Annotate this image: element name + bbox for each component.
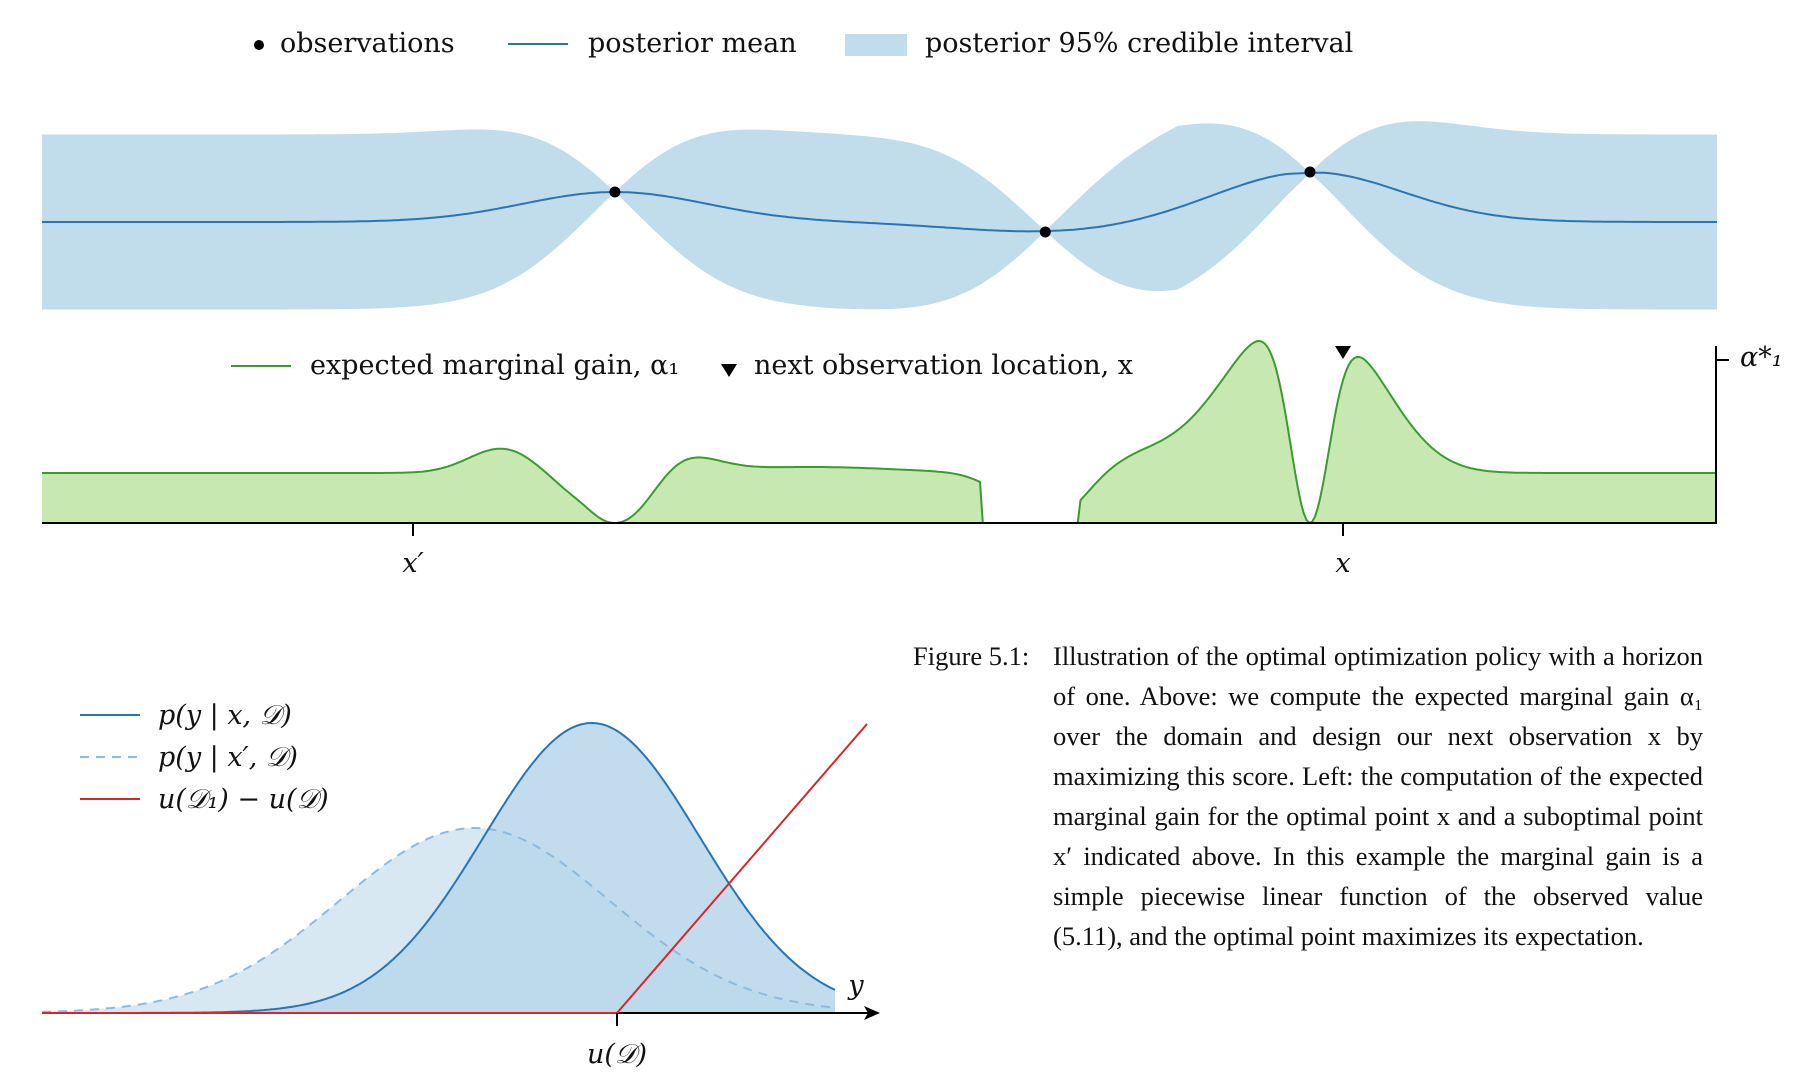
p-xprime-legend-label: p(y | x′, 𝒟)	[158, 742, 298, 773]
top-legend: observations posterior mean posterior 95…	[254, 28, 1353, 59]
caption-text: Illustration of the optimal optimization…	[1053, 641, 1703, 951]
y-axis-label: y	[847, 970, 864, 1001]
posterior-mean-legend-label: posterior mean	[588, 28, 797, 59]
observations-legend-label: observations	[280, 28, 455, 59]
next-location-legend-marker	[721, 364, 737, 377]
p-xprime-curve	[41, 827, 836, 1013]
posterior-panel	[42, 121, 1717, 310]
gain-line	[42, 339, 1717, 525]
next-location-marker	[1335, 346, 1351, 359]
u-d-tick-label: u(𝒟)	[587, 1039, 647, 1070]
p-x-legend-label: p(y | x, 𝒟)	[158, 700, 292, 731]
y-axis-arrowhead	[864, 1006, 880, 1020]
predictive-panel: p(y | x, 𝒟) p(y | x′, 𝒟) u(𝒟₁) − u(𝒟) y …	[41, 700, 880, 1070]
gain-area	[42, 341, 1717, 523]
next-location-legend-label: next observation location, x	[754, 350, 1133, 381]
gain-legend: expected marginal gain, α₁ next observat…	[231, 350, 1133, 381]
predictive-legend: p(y | x, 𝒟) p(y | x′, 𝒟) u(𝒟₁) − u(𝒟)	[80, 700, 329, 815]
gain-panel: α*₁ x′ x	[42, 339, 1783, 579]
observation-points	[609, 166, 1316, 238]
observations-legend-marker	[254, 40, 264, 50]
figure-caption: Figure 5.1: Illustration of the optimal …	[913, 636, 1703, 956]
x-tick-label: x	[1335, 548, 1350, 579]
posterior-mean-line	[42, 171, 1717, 233]
credible-interval-legend-label: posterior 95% credible interval	[925, 28, 1353, 59]
caption-label: Figure 5.1:	[913, 641, 1030, 671]
observation-point	[609, 186, 621, 198]
x-prime-tick-label: x′	[402, 548, 423, 579]
observation-point	[1304, 166, 1316, 178]
gain-legend-label: expected marginal gain, α₁	[310, 350, 679, 381]
credible-interval-band	[42, 121, 1717, 310]
observation-point	[1039, 226, 1051, 238]
p-x-area	[42, 723, 835, 1013]
utility-legend-label: u(𝒟₁) − u(𝒟)	[158, 784, 329, 815]
credible-interval-legend-swatch	[845, 34, 907, 56]
alpha-star-label: α*₁	[1740, 342, 1783, 373]
